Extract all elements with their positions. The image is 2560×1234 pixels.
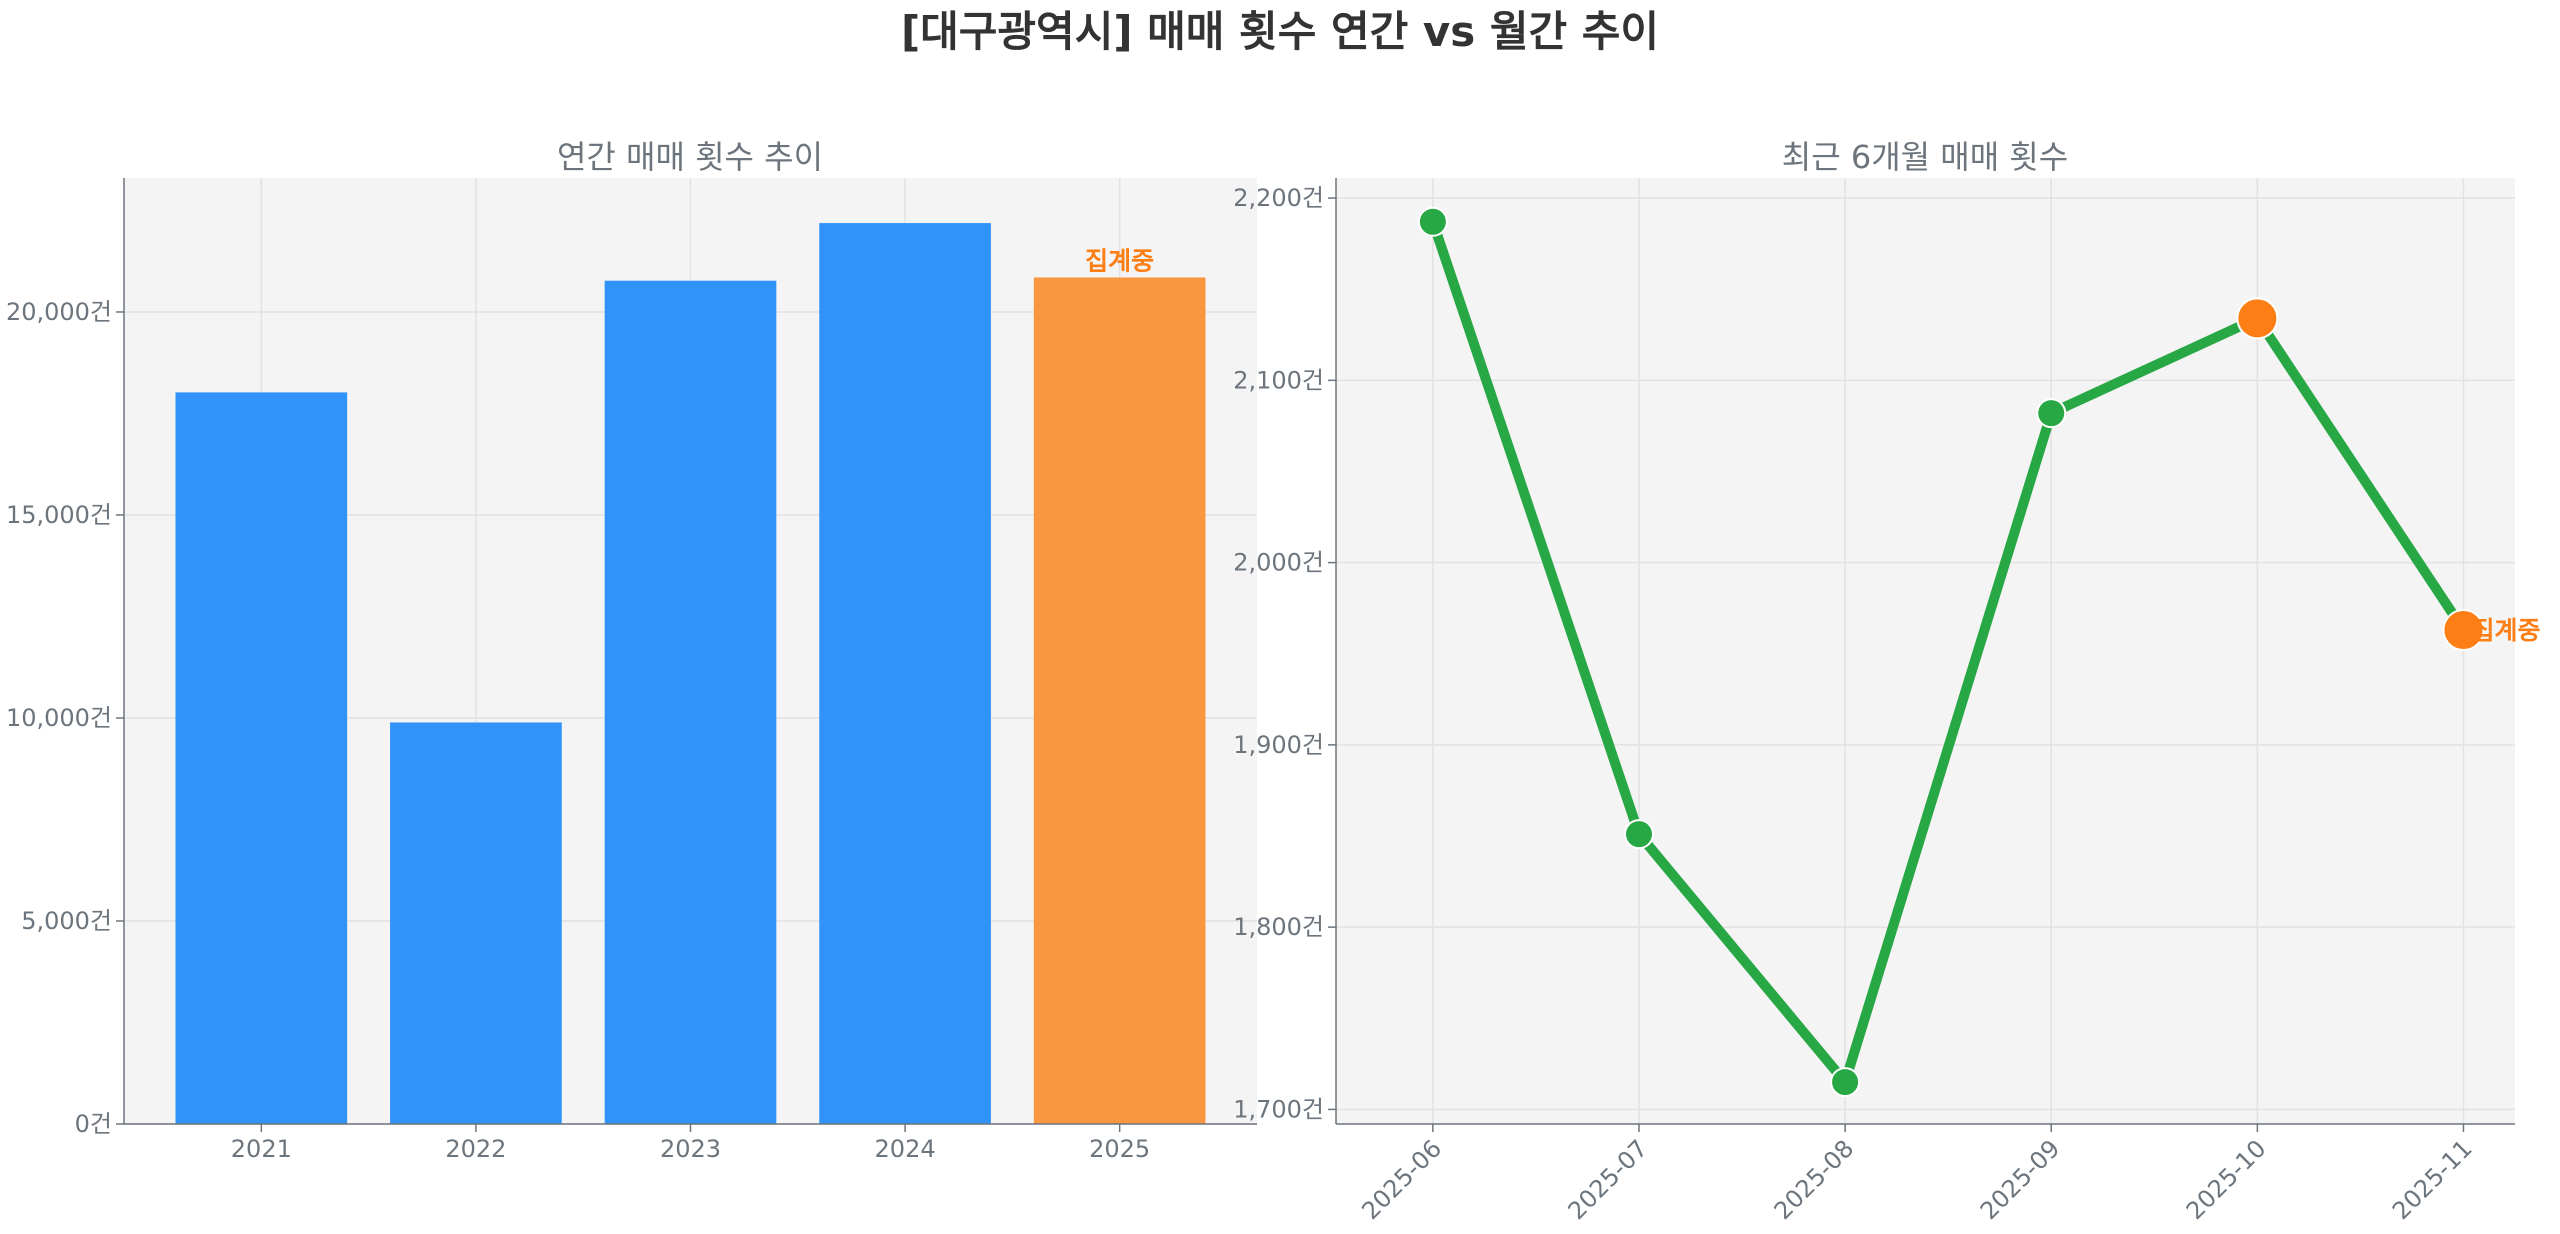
monthly-series-line (1428, 220, 2468, 1088)
annual-xtick-label: 2023 (660, 1135, 721, 1163)
monthly-line-chart: 최근 6개월 매매 횟수 1,700건 1,800건 1,900건 2,000건 2,1… (1233, 138, 2540, 1225)
annual-ytick-label: 5,000건 (21, 907, 112, 935)
annual-chart-title: 연간 매매 횟수 추이 (557, 138, 823, 176)
monthly-xtick-label: 2025-06 (1356, 1134, 1447, 1225)
annual-ytick-label: 15,000건 (6, 501, 112, 529)
point-2025-11 (2442, 609, 2485, 652)
partial-annotation: 집계중 (1085, 246, 1154, 275)
bar-2025 (1033, 277, 1206, 1124)
annual-xtick-label: 2024 (875, 1135, 936, 1163)
bar-2023 (604, 280, 777, 1124)
monthly-chart-title: 최근 6개월 매매 횟수 (1782, 138, 2068, 176)
annual-xtick-label: 2025 (1089, 1135, 1150, 1163)
monthly-xtick-label: 2025-10 (2181, 1134, 2272, 1225)
bar-2021 (175, 392, 348, 1124)
monthly-ytick-label: 1,800건 (1233, 913, 1324, 941)
monthly-ytick-label: 1,700건 (1233, 1095, 1324, 1123)
monthly-ytick-label: 2,200건 (1233, 184, 1324, 212)
monthly-ytick-label: 2,100건 (1233, 366, 1324, 394)
point-2025-09 (2036, 398, 2067, 429)
annual-bar-chart: 연간 매매 횟수 추이 0건 5,000건 10,000건 15,000건 20,000… (6, 138, 1257, 1163)
monthly-ytick-label: 2,000건 (1233, 549, 1324, 577)
monthly-plot-area (1336, 178, 2515, 1124)
bar-2024 (819, 223, 991, 1124)
monthly-ytick-label: 1,900건 (1233, 731, 1324, 759)
monthly-xtick-label: 2025-08 (1769, 1134, 1860, 1225)
point-2025-08 (1830, 1067, 1861, 1098)
partial-annotation: 집계중 (2471, 616, 2540, 645)
annual-xtick-label: 2022 (445, 1135, 506, 1163)
figure-title: [대구광역시] 매매 횟수 연간 vs 월간 추이 (901, 7, 1659, 56)
point-2025-10 (2236, 297, 2279, 340)
monthly-xtick-label: 2025-09 (1975, 1134, 2066, 1225)
point-2025-06 (1417, 206, 1448, 237)
point-2025-07 (1623, 819, 1654, 850)
annual-ytick-label: 20,000건 (6, 298, 112, 326)
bar-2022 (390, 722, 562, 1124)
annual-xtick-label: 2021 (231, 1135, 292, 1163)
annual-ytick-label: 0건 (75, 1110, 112, 1138)
monthly-xtick-label: 2025-11 (2387, 1134, 2478, 1225)
monthly-xtick-label: 2025-07 (1563, 1134, 1654, 1225)
annual-ytick-label: 10,000건 (6, 704, 112, 732)
